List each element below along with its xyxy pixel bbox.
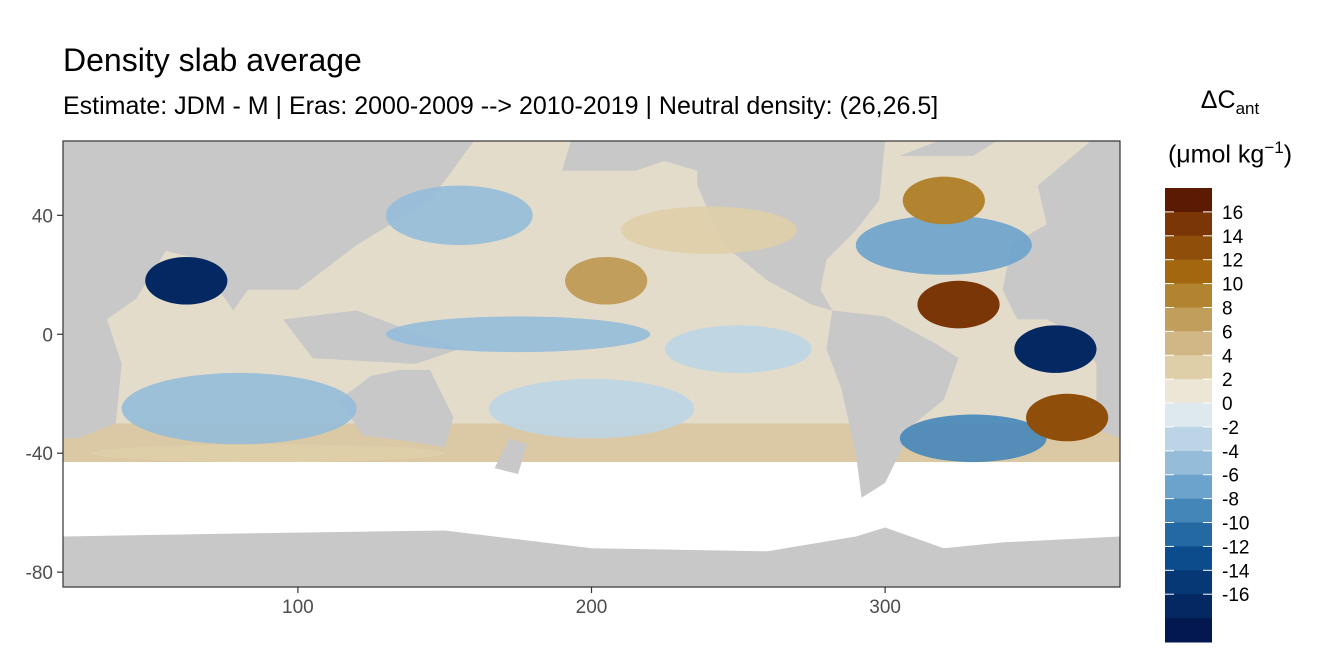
y-tick-label: -80 xyxy=(26,563,53,584)
anomaly-south-pacific xyxy=(488,378,695,439)
y-tick-label: 0 xyxy=(42,325,53,346)
legend-swatch xyxy=(1165,618,1212,643)
legend-break-label: -8 xyxy=(1222,490,1239,511)
land-south-america xyxy=(826,310,959,498)
map-layer xyxy=(63,141,1120,587)
legend-title-line1: ΔCant xyxy=(1150,86,1310,119)
legend-swatch xyxy=(1165,188,1212,213)
feature-layer xyxy=(145,176,1109,442)
legend-break-label: -2 xyxy=(1222,418,1239,439)
anomaly-nw-pacific xyxy=(385,185,533,246)
land-europe-africa-wrap xyxy=(1002,141,1120,439)
land-greenland xyxy=(899,141,997,156)
legend-swatch xyxy=(1165,426,1212,452)
legend-break-label: 4 xyxy=(1222,346,1233,367)
feature-tropical-north-atlantic xyxy=(917,280,1000,329)
legend-break-label: -4 xyxy=(1222,442,1239,463)
x-tick-label: 300 xyxy=(869,597,901,618)
legend-break-label: -16 xyxy=(1222,585,1249,606)
x-tick-label: 200 xyxy=(576,597,608,618)
land-aleutian-edge xyxy=(562,141,695,171)
legend-swatch xyxy=(1165,403,1212,428)
legend-swatch xyxy=(1165,474,1212,500)
legend-title-sub: ant xyxy=(1235,99,1260,118)
y-tick-label: 40 xyxy=(32,206,53,227)
legend-swatch xyxy=(1165,211,1212,237)
chart-subtitle: Estimate: JDM - M | Eras: 2000-2009 --> … xyxy=(63,92,939,120)
legend-break-label: 12 xyxy=(1222,251,1243,272)
legend-units-sup: −1 xyxy=(1264,138,1284,157)
chart-title: Density slab average xyxy=(63,42,362,78)
land-australia xyxy=(339,369,454,448)
legend-break-label: -6 xyxy=(1222,466,1239,487)
land-antarctica xyxy=(63,527,1120,587)
legend-break-label: 0 xyxy=(1222,394,1233,415)
legend-swatch xyxy=(1165,379,1212,404)
legend-break-label: 14 xyxy=(1222,227,1244,248)
legend-break-label: 16 xyxy=(1222,203,1243,224)
legend-break-label: 6 xyxy=(1222,322,1233,343)
anomaly-north-atlantic xyxy=(855,215,1032,275)
anomaly-southern-band xyxy=(92,444,445,463)
legend-break-label: -10 xyxy=(1222,514,1249,535)
feature-subpolar-north-atlantic xyxy=(902,176,985,225)
legend-swatch xyxy=(1165,570,1212,595)
legend-swatch xyxy=(1165,450,1212,476)
legend-break-label: -12 xyxy=(1222,537,1249,558)
anomaly-south-atlantic xyxy=(899,414,1047,463)
y-tick-label: -40 xyxy=(26,444,53,465)
legend-units-prefix: (μmol kg xyxy=(1167,140,1265,169)
legend-break-label: 8 xyxy=(1222,298,1233,319)
land-maritime-se-asia xyxy=(283,310,460,364)
legend-swatch xyxy=(1165,331,1212,356)
anomaly-ne-pacific xyxy=(620,206,798,254)
x-tick-label: 100 xyxy=(282,597,314,618)
legend-swatch xyxy=(1165,498,1212,524)
feature-arabian-sea xyxy=(145,256,228,305)
legend-title-main: ΔC xyxy=(1200,86,1236,114)
legend-units-suffix: ) xyxy=(1283,140,1293,169)
legend-swatch xyxy=(1165,522,1212,547)
legend: 16 14 12 108 6 4 2 0 -2 -4 -6 -8 -10-12 -14 -16 xyxy=(1165,188,1250,643)
legend-swatch xyxy=(1165,235,1212,261)
legend-title-line2: (μmol kg−1) xyxy=(1150,138,1310,169)
legend-break-label: 2 xyxy=(1222,370,1233,391)
legend-swatch xyxy=(1165,546,1212,571)
legend-swatch xyxy=(1165,594,1212,619)
feature-eastern-tropical-atlantic xyxy=(1014,325,1097,373)
land-afro-eurasia xyxy=(63,141,475,439)
anomaly-south-indian xyxy=(121,372,357,445)
anomaly-eastern-pacific xyxy=(664,325,812,373)
legend-swatch xyxy=(1165,307,1212,332)
anomaly-equatorial-pacific xyxy=(385,316,651,353)
legend-break-label: 10 xyxy=(1222,275,1243,296)
legend-break-label: -14 xyxy=(1222,561,1250,582)
feature-north-pacific xyxy=(565,256,648,305)
legend-swatch xyxy=(1165,259,1212,285)
legend-swatch xyxy=(1165,283,1212,308)
feature-south-atlantic-east xyxy=(1026,393,1109,442)
land-new-zealand xyxy=(494,438,527,474)
legend-swatch xyxy=(1165,355,1212,380)
